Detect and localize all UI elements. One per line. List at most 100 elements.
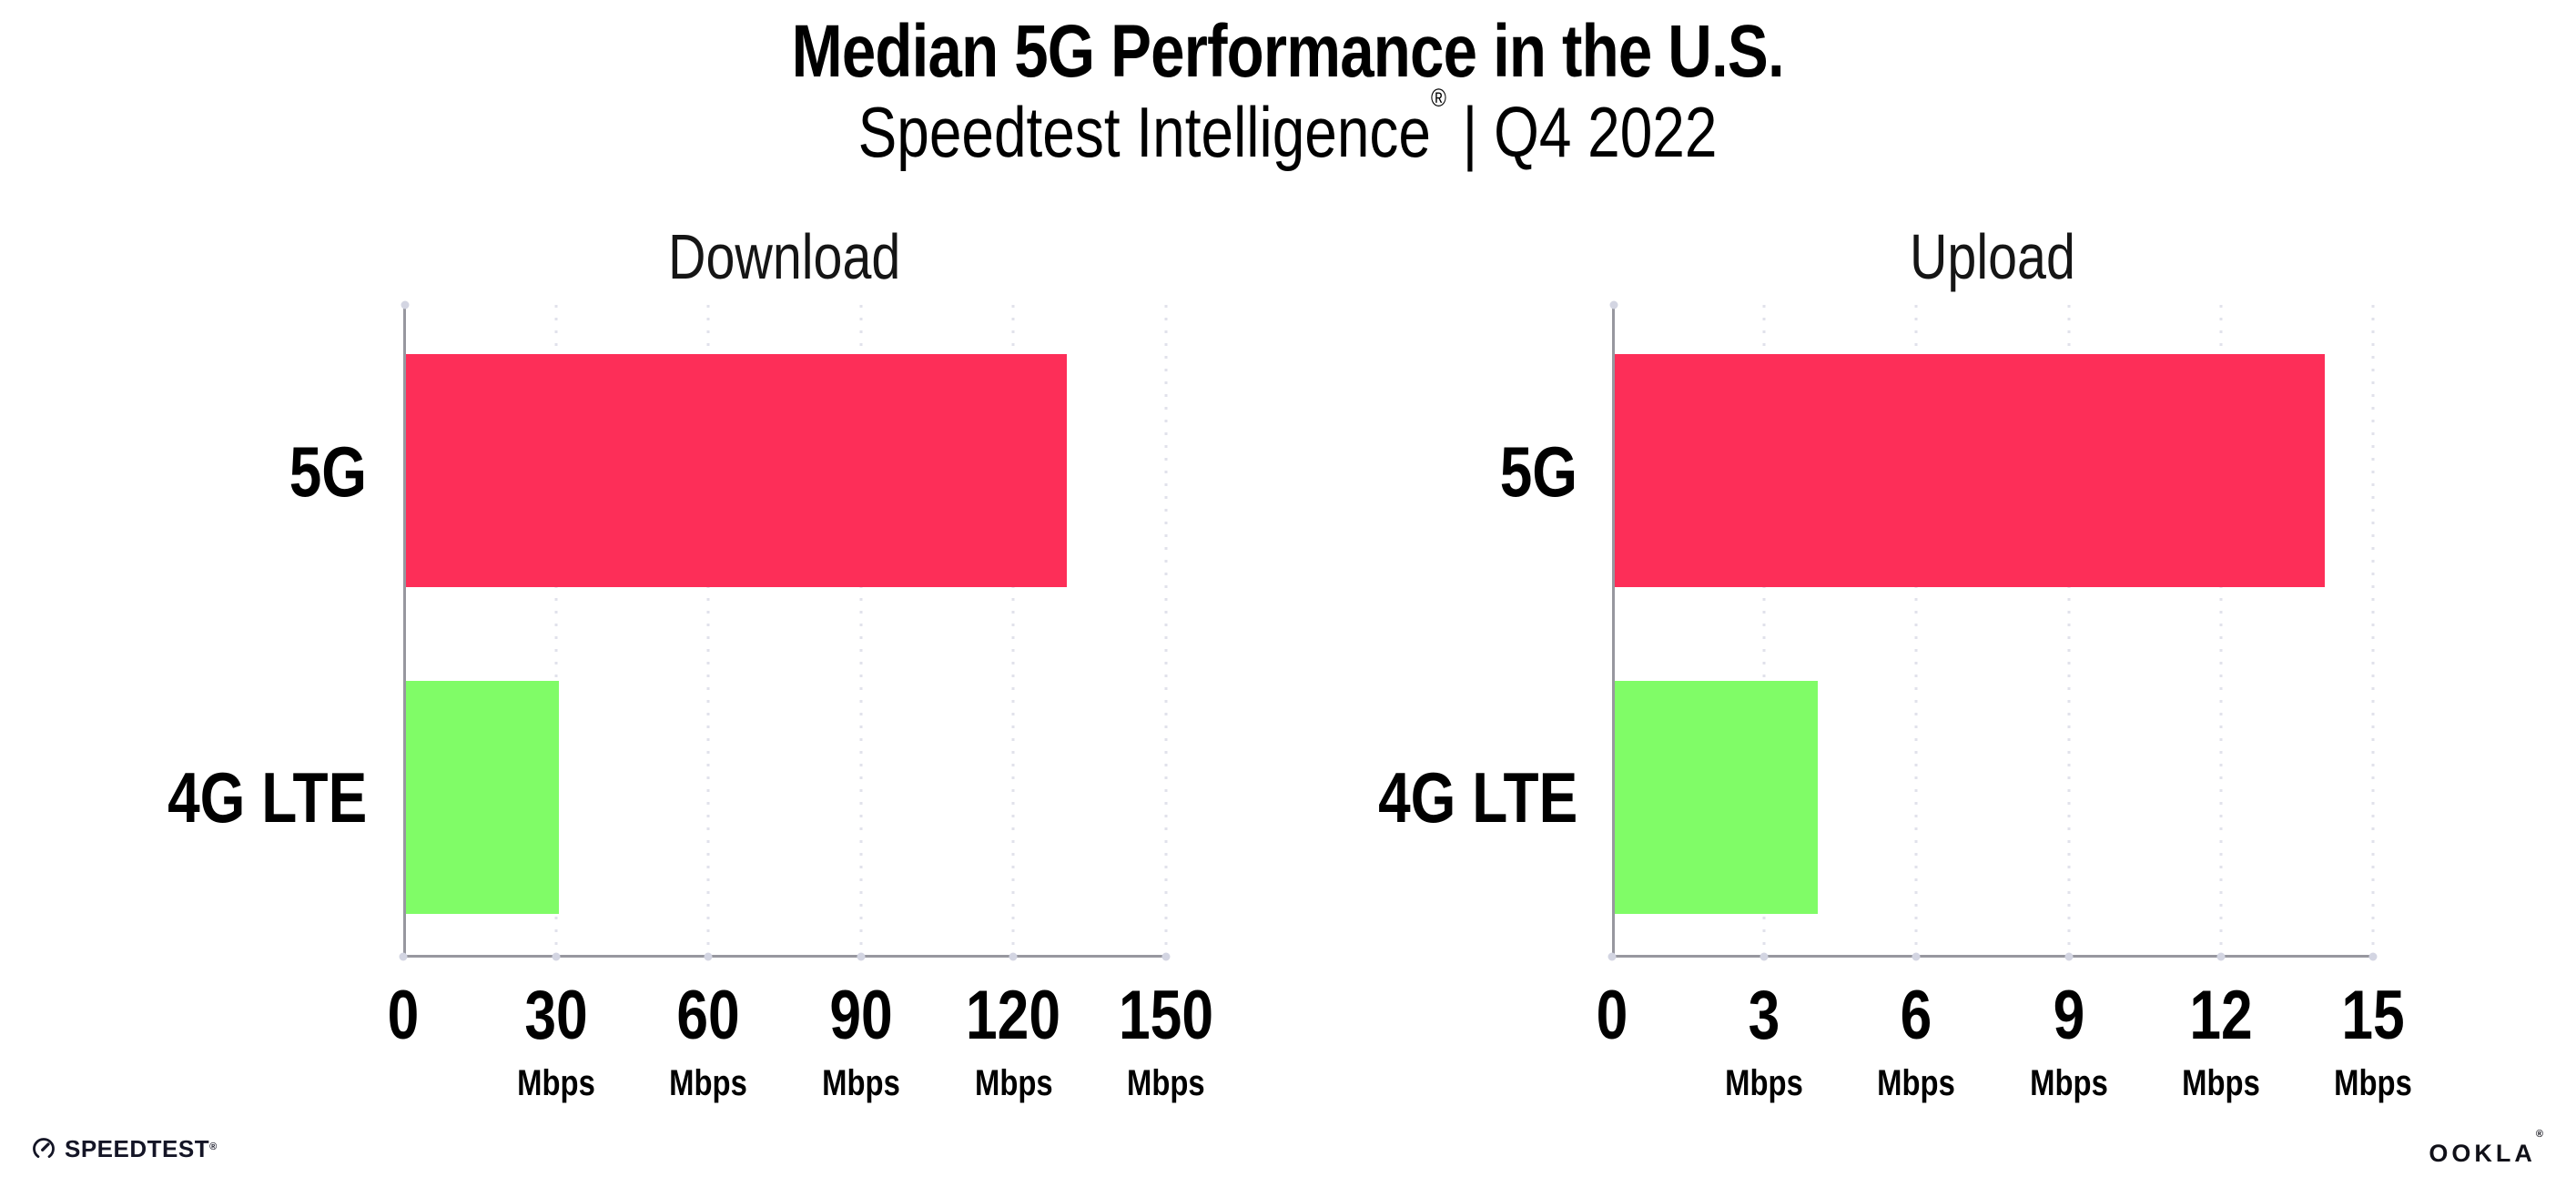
tick-value: 90: [829, 977, 893, 1054]
upload-category-labels: 5G 4G LTE: [1336, 305, 1577, 958]
gridline-150: [1164, 305, 1168, 955]
tick-unit: Mbps: [1877, 1063, 1956, 1103]
gridline-15: [2371, 305, 2375, 955]
axis-tick-dot-3: [1760, 952, 1769, 961]
facet-title-text: Download: [668, 221, 901, 292]
tick-value: 3: [1748, 977, 1780, 1054]
gridline-120: [1011, 305, 1015, 955]
x-tick-15: 15 Mbps: [2326, 977, 2420, 1103]
x-tick-12: 12 Mbps: [2174, 977, 2268, 1103]
tick-unit: Mbps: [2029, 1063, 2108, 1103]
tick-unit: Mbps: [516, 1063, 595, 1103]
bar-5g-download: [406, 354, 1068, 588]
upload-plot-area: [1607, 300, 2378, 961]
subtitle-period: | Q4 2022: [1446, 92, 1718, 172]
x-axis-line: [403, 955, 1166, 958]
page-subtitle-text: Speedtest Intelligence® | Q4 2022: [858, 86, 1718, 174]
tick-unit: Mbps: [669, 1063, 748, 1103]
subtitle-brand: Speedtest Intelligence: [858, 92, 1432, 172]
upload-facet-title: Upload: [1612, 220, 2373, 293]
page-title-text: Median 5G Performance in the U.S.: [791, 10, 1785, 93]
tick-unit: Mbps: [1127, 1063, 1205, 1103]
gridline-9: [2067, 305, 2071, 955]
tick-value: 9: [2053, 977, 2084, 1054]
category-label-5g: 5G: [1483, 436, 1577, 507]
y-axis-line: [1612, 305, 1615, 958]
gridline-12: [2219, 305, 2223, 955]
axis-tick-dot-150: [1161, 952, 1171, 961]
download-facet-title: Download: [403, 220, 1166, 293]
tick-unit: Mbps: [2181, 1063, 2260, 1103]
x-tick-120: 120 Mbps: [956, 977, 1071, 1103]
axis-tick-dot-15: [2368, 952, 2378, 961]
download-category-labels: 5G 4G LTE: [126, 305, 367, 958]
gridline-90: [859, 305, 863, 955]
speedtest-logo: SPEEDTEST®: [31, 1136, 217, 1161]
category-label-text: 4G LTE: [167, 757, 367, 838]
x-tick-90: 90 Mbps: [814, 977, 908, 1103]
download-x-axis-ticks: 0 30 Mbps 60 Mbps 90 Mbps 120 Mbps 150 Mbps: [388, 977, 1213, 1136]
x-tick-3: 3 Mbps: [1717, 977, 1811, 1103]
ookla-logo: OOKLA ®: [2429, 1129, 2543, 1167]
tick-unit: Mbps: [974, 1063, 1053, 1103]
tick-value: 120: [966, 977, 1061, 1054]
axis-tick-dot-0: [1607, 952, 1617, 961]
tick-value: 0: [1596, 977, 1628, 1054]
axis-tick-dot-90: [857, 952, 866, 961]
speedtest-wordmark: SPEEDTEST®: [65, 1137, 217, 1161]
tick-value: 6: [1901, 977, 1932, 1054]
x-tick-0: 0: [1593, 981, 1631, 1050]
axis-end-dot: [401, 300, 409, 309]
axis-tick-dot-120: [1009, 952, 1018, 961]
speedtest-gauge-icon: [33, 1138, 55, 1158]
x-tick-6: 6 Mbps: [1869, 977, 1963, 1103]
x-tick-0: 0: [384, 981, 422, 1050]
tick-value: 0: [387, 977, 420, 1054]
download-plot-area: [399, 300, 1171, 961]
registered-mark: ®: [1431, 84, 1447, 112]
tick-unit: Mbps: [821, 1063, 900, 1103]
category-label-text: 5G: [289, 431, 367, 512]
speedtest-wordmark-text: SPEEDTEST: [65, 1135, 210, 1162]
gridline-3: [1762, 305, 1766, 955]
gridline-60: [706, 305, 710, 955]
y-axis-line: [403, 305, 406, 958]
bar-5g-upload: [1615, 354, 2326, 588]
axis-tick-dot-9: [2064, 952, 2074, 961]
axis-tick-dot-6: [1912, 952, 1921, 961]
page-subtitle: Speedtest Intelligence® | Q4 2022: [0, 86, 2576, 174]
gridline-30: [554, 305, 558, 955]
x-axis-line: [1612, 955, 2373, 958]
tick-value: 60: [676, 977, 740, 1054]
category-label-4g-lte: 4G LTE: [1334, 762, 1577, 833]
axis-tick-dot-0: [399, 952, 408, 961]
tick-unit: Mbps: [1725, 1063, 1804, 1103]
upload-x-axis-ticks: 0 3 Mbps 6 Mbps 9 Mbps 12 Mbps 15 Mbps: [1597, 977, 2412, 1136]
tick-value: 15: [2341, 977, 2405, 1054]
tick-value: 12: [2189, 977, 2253, 1054]
x-tick-30: 30 Mbps: [508, 977, 603, 1103]
axis-tick-dot-30: [552, 952, 561, 961]
x-tick-150: 150 Mbps: [1109, 977, 1224, 1103]
tick-value: 150: [1119, 977, 1213, 1054]
bar-4g-lte-upload: [1615, 680, 1818, 914]
x-tick-60: 60 Mbps: [661, 977, 756, 1103]
tick-value: 30: [523, 977, 588, 1054]
bar-4g-lte-download: [406, 680, 559, 914]
category-label-text: 4G LTE: [1377, 757, 1577, 838]
axis-tick-dot-12: [2216, 952, 2226, 961]
axis-end-dot: [1609, 300, 1618, 309]
page-title: Median 5G Performance in the U.S.: [0, 9, 2576, 95]
gridline-6: [1914, 305, 1918, 955]
tick-unit: Mbps: [2334, 1063, 2412, 1103]
category-label-5g: 5G: [272, 436, 367, 507]
category-label-text: 5G: [1499, 431, 1577, 512]
facet-title-text: Upload: [1910, 221, 2075, 292]
x-tick-9: 9 Mbps: [2021, 977, 2115, 1103]
ookla-wordmark-text: OOKLA: [2429, 1140, 2536, 1167]
axis-tick-dot-60: [704, 952, 713, 961]
speedtest-registered-mark: ®: [209, 1141, 218, 1152]
